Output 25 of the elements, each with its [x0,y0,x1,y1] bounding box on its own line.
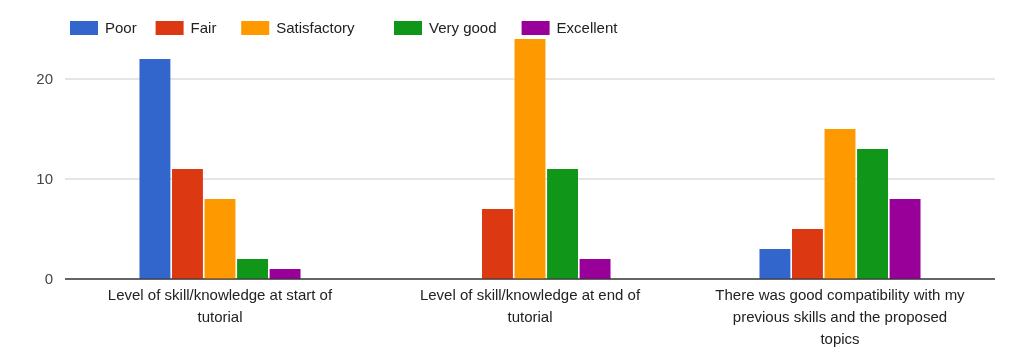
bar [792,229,823,279]
bar [172,169,203,279]
bar [889,199,921,279]
x-tick-label: Level of skill/knowledge at start of tutorial [107,286,333,325]
legend-label: Very good [429,19,497,36]
y-tick-label: 20 [36,70,53,87]
bar [204,199,236,279]
bar [514,39,546,279]
legend-label: Excellent [556,19,619,36]
bar [857,149,888,279]
bar [237,259,268,279]
y-tick-label: 0 [44,270,53,287]
x-tick-label: There was good compatibility with my previous skills and the proposed topics [715,286,966,347]
bar [759,249,791,279]
legend-label: Fair [190,19,217,36]
bar [139,59,171,279]
bar [824,129,856,279]
bar [547,169,578,279]
bar [482,209,513,279]
bar [579,259,611,279]
bar [269,269,301,279]
x-tick-label: Level of skill/knowledge at end of tutorial [419,286,641,325]
legend-label: Poor [105,19,137,36]
legend-label: Satisfactory [276,19,356,36]
y-tick-label: 10 [36,170,53,187]
